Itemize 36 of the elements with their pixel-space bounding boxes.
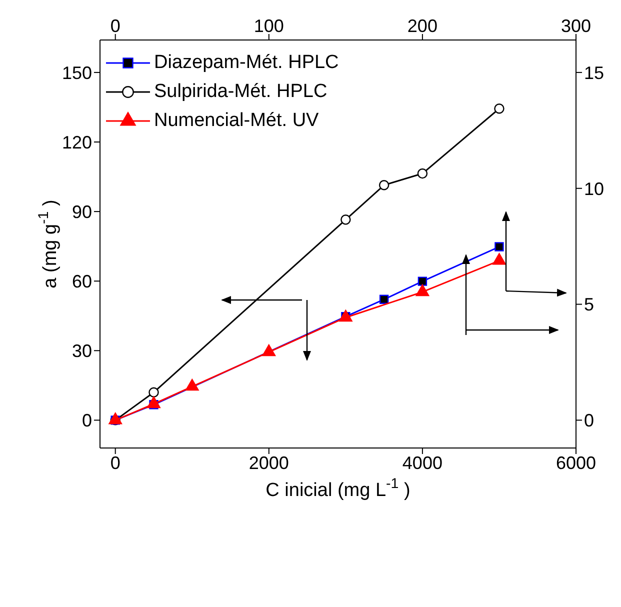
y-tick-label: 30 — [72, 341, 92, 362]
x2-tick-label: 200 — [407, 16, 438, 36]
y2-tick-label: 15 — [584, 62, 604, 83]
legend-label: Sulpirida-Mét. HPLC — [154, 80, 328, 102]
point — [379, 294, 389, 304]
y-tick-label: 120 — [62, 132, 92, 152]
x-axis-title: C inicial (mg L$^{-1}$) — [266, 476, 410, 501]
y2-tick-label: 10 — [584, 178, 604, 199]
point — [108, 412, 122, 424]
legend-label: Diazepam-Mét. HPLC — [154, 52, 339, 74]
x2-tick-label: 300 — [560, 16, 592, 36]
point — [378, 180, 390, 190]
point — [148, 387, 159, 398]
point — [262, 344, 276, 356]
x2-tick-label: 100 — [254, 16, 284, 36]
point — [417, 168, 428, 179]
x-tick-label: 6000 — [556, 452, 596, 473]
legend-label: Numencial-Mét. UV — [154, 110, 319, 132]
point — [185, 378, 199, 391]
y2-tick-label: 5 — [584, 294, 594, 315]
y2-tick-label: 0 — [584, 410, 594, 431]
x2-tick-label: 0 — [110, 16, 120, 36]
point — [492, 253, 506, 265]
y-tick-label: 60 — [72, 271, 92, 292]
y-tick-label: 150 — [62, 62, 92, 83]
y-tick-label: 90 — [72, 202, 92, 222]
point — [494, 104, 504, 114]
x-tick-label: 0 — [110, 452, 120, 473]
point — [418, 276, 428, 286]
point — [340, 214, 351, 225]
point — [416, 284, 430, 296]
x-tick-label: 4000 — [402, 452, 442, 473]
point — [147, 396, 160, 408]
x-tick-label: 2000 — [248, 452, 289, 473]
y-tick-label: 0 — [82, 410, 92, 431]
point — [494, 242, 504, 252]
